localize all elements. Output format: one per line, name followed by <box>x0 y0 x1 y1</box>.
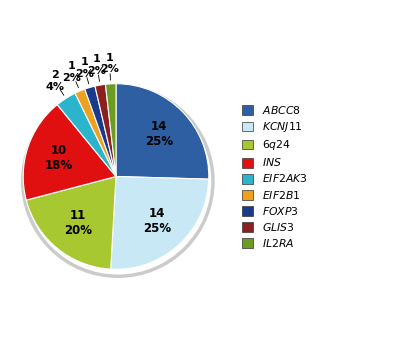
Wedge shape <box>57 93 116 176</box>
Text: 2
4%: 2 4% <box>45 71 64 92</box>
Text: 1
2%: 1 2% <box>75 57 94 79</box>
Wedge shape <box>111 176 209 269</box>
Text: 11
20%: 11 20% <box>64 209 92 237</box>
Wedge shape <box>26 176 116 269</box>
Text: 14
25%: 14 25% <box>145 120 173 149</box>
Text: 1
2%: 1 2% <box>62 61 81 83</box>
Wedge shape <box>106 84 116 176</box>
Wedge shape <box>75 89 116 176</box>
Wedge shape <box>23 104 116 200</box>
Legend: $\it{ABCC8}$, $\it{KCNJ11}$, $\it{6q24}$, $\it{INS}$, $\it{EIF2AK3}$, $\it{EIF2B: $\it{ABCC8}$, $\it{KCNJ11}$, $\it{6q24}$… <box>242 104 307 249</box>
Wedge shape <box>116 84 209 179</box>
Wedge shape <box>95 84 116 176</box>
Text: 14
25%: 14 25% <box>143 207 171 235</box>
Text: 1
2%: 1 2% <box>87 54 106 76</box>
Text: 10
18%: 10 18% <box>44 144 73 172</box>
Text: 1
2%: 1 2% <box>100 53 119 74</box>
Wedge shape <box>85 86 116 176</box>
